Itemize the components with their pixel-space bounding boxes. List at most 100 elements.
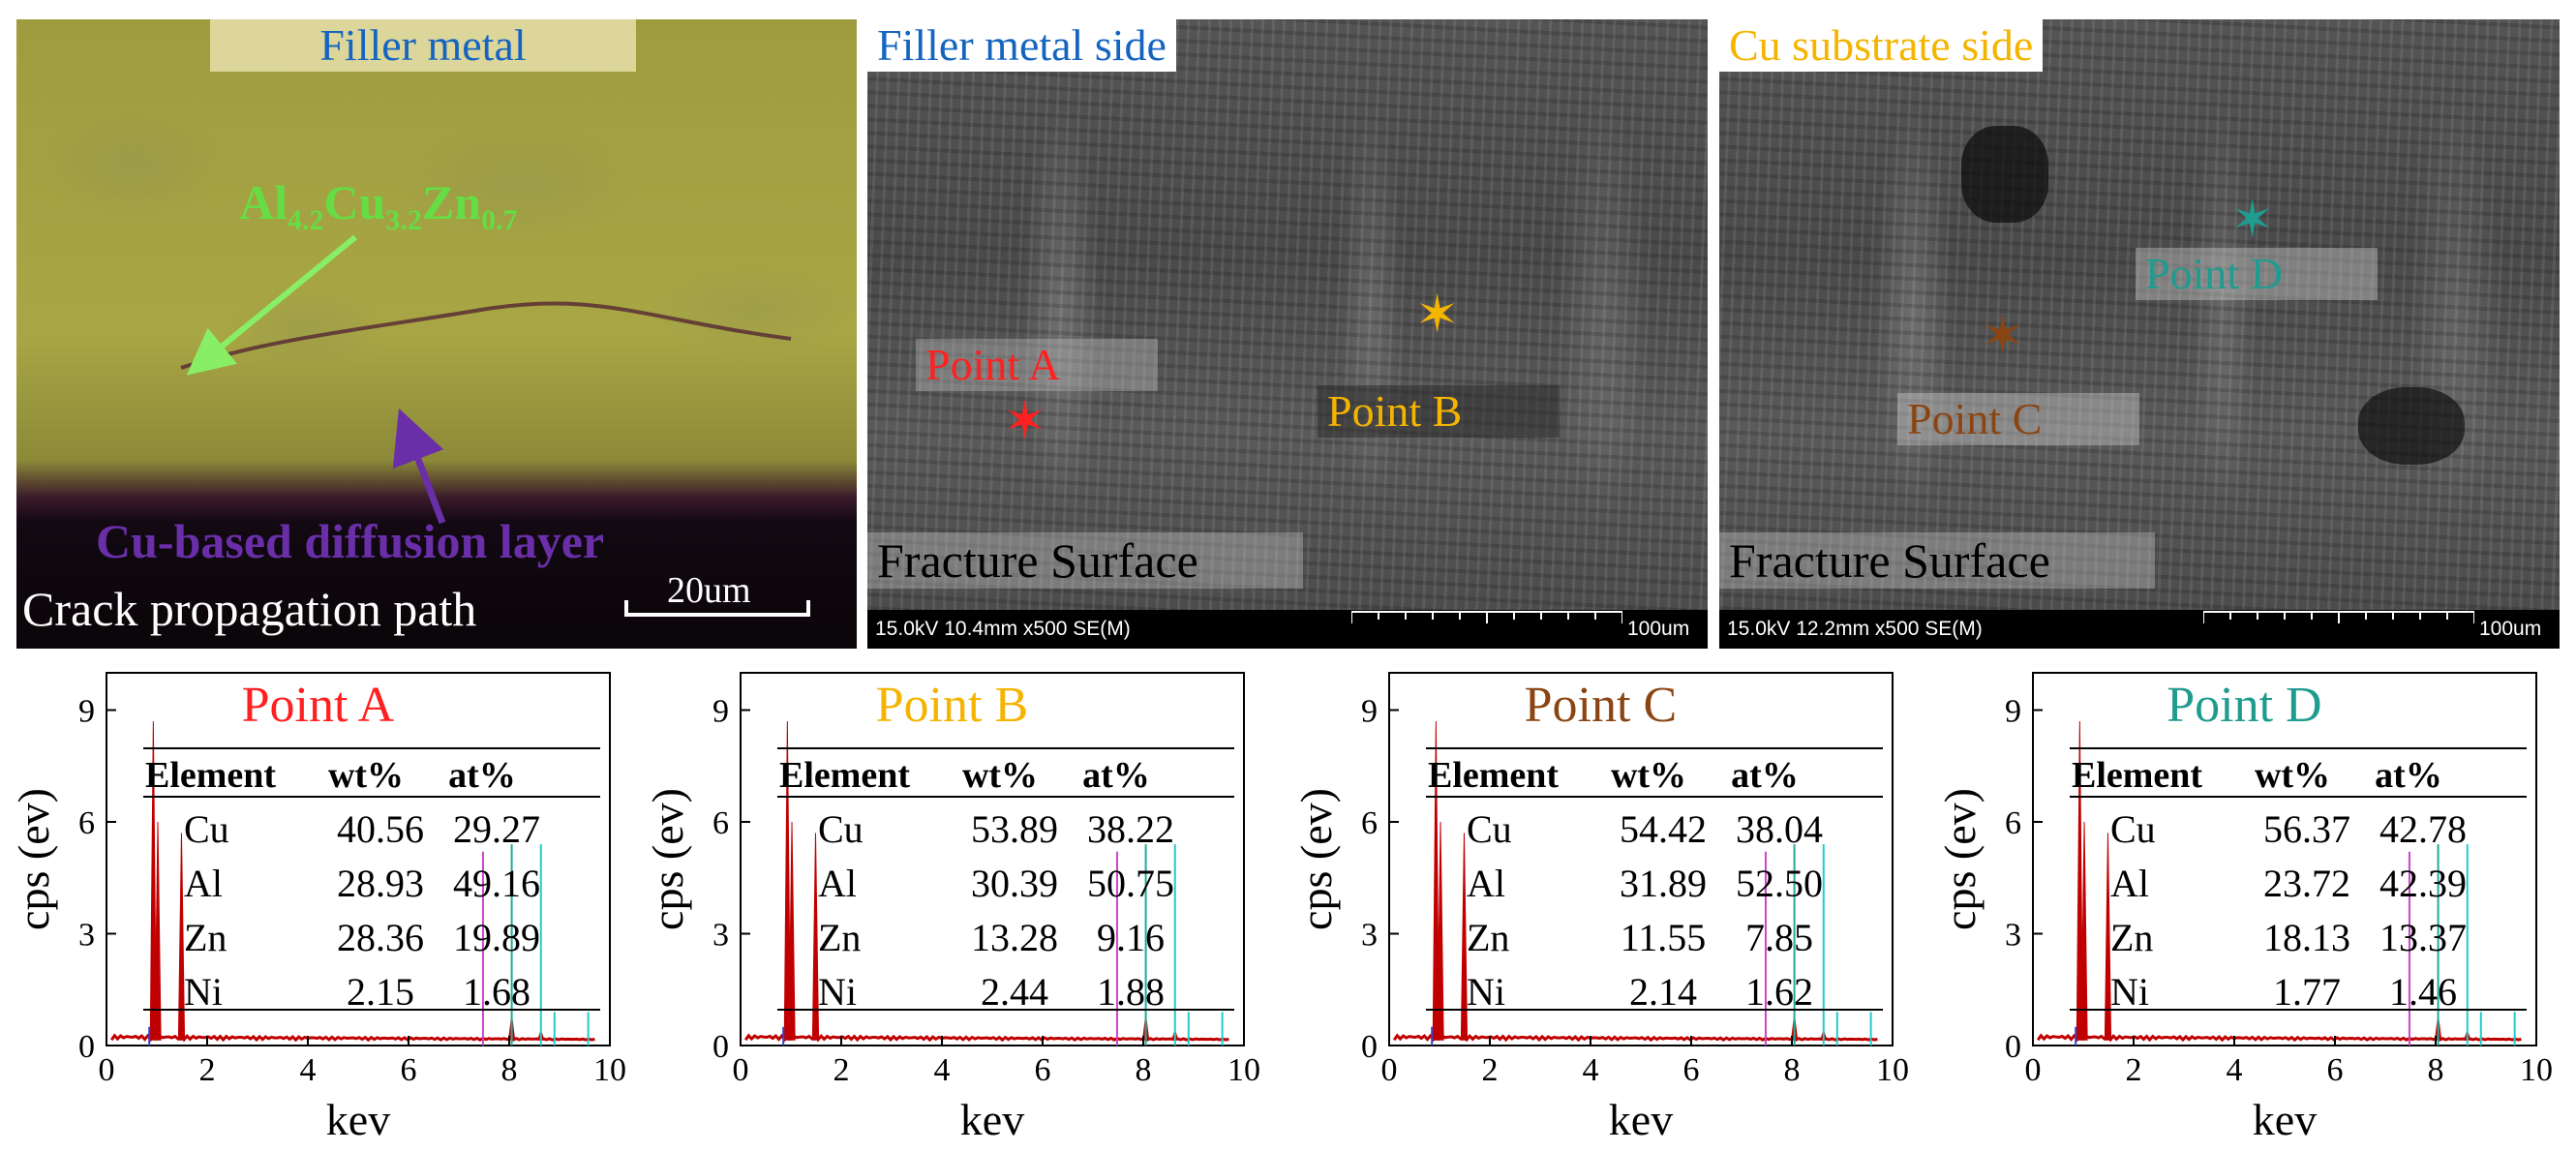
y-tick-label: 9: [78, 694, 95, 730]
table-cell: 2.44: [981, 970, 1048, 1014]
y-axis-label: cps (ev): [1291, 788, 1341, 930]
table-cell: 29.27: [453, 807, 540, 851]
x-axis-label: kev: [960, 1095, 1024, 1144]
point-title: Point B: [876, 678, 1029, 733]
table-cell: 1.46: [2389, 970, 2457, 1014]
sem-right-scale: 100um: [2479, 618, 2542, 640]
sem-texture: [867, 19, 1708, 610]
y-tick-label: 9: [712, 694, 729, 730]
table-cell: 7.85: [1745, 916, 1813, 959]
table-cell: Zn: [2110, 916, 2153, 959]
table-cell: Cu: [184, 807, 229, 851]
table-cell: Zn: [184, 916, 227, 959]
table-header: at%: [1082, 755, 1150, 796]
x-tick-label: 0: [1381, 1052, 1398, 1088]
x-tick-label: 6: [401, 1052, 417, 1088]
sem-left-infobar: 15.0kV 10.4mm x500 SE(M) 100um: [867, 610, 1708, 649]
spectrum-peak: [2076, 721, 2083, 1041]
table-cell: 42.39: [2379, 862, 2467, 905]
sem-right-surface: Fracture Surface: [1719, 532, 2155, 589]
sem-texture: [1719, 19, 2560, 610]
table-cell: 31.89: [1620, 862, 1707, 905]
y-tick-label: 6: [1361, 805, 1378, 841]
table-cell: Ni: [818, 970, 857, 1014]
scale-label: 20um: [667, 570, 751, 611]
y-tick-label: 6: [78, 805, 95, 841]
table-cell: Cu: [1467, 807, 1512, 851]
y-tick-label: 3: [1361, 918, 1378, 954]
sem-right-infobar: 15.0kV 12.2mm x500 SE(M) 100um: [1719, 610, 2560, 649]
table-header: at%: [448, 755, 516, 796]
table-cell: 52.50: [1736, 862, 1823, 905]
sem-left-scale-ticks: [1351, 611, 1622, 623]
spectrum-peak: [2080, 821, 2088, 1041]
phase-arrow: [186, 234, 357, 376]
table-cell: Al: [2110, 862, 2149, 905]
table-cell: Al: [1467, 862, 1505, 905]
table-header: wt%: [1611, 755, 1686, 796]
phase-cu: Cu: [323, 175, 386, 229]
x-tick-label: 0: [99, 1052, 115, 1088]
table-header: Element: [779, 755, 910, 796]
y-tick-label: 3: [712, 918, 729, 954]
diffusion-label: Cu-based diffusion layer: [96, 514, 605, 568]
point-a-label: Point A: [916, 339, 1158, 391]
x-tick-label: 10: [2520, 1052, 2553, 1088]
spectrum-peak: [1432, 721, 1440, 1041]
plot-frame: [106, 672, 611, 1046]
table-cell: 28.93: [337, 862, 424, 905]
plot-frame: [2032, 672, 2537, 1046]
table-cell: Ni: [1467, 970, 1505, 1014]
x-tick-label: 4: [300, 1052, 317, 1088]
point-c-marker: ✶: [1981, 307, 2025, 365]
phase-zn: Zn: [421, 175, 482, 229]
point-d-marker: ✶: [2230, 191, 2275, 249]
table-cell: 1.68: [463, 970, 530, 1014]
y-axis-label: cps (ev): [9, 788, 58, 930]
sem-left-title: Filler metal side: [867, 19, 1176, 72]
x-tick-label: 0: [2025, 1052, 2042, 1088]
table-header: wt%: [962, 755, 1038, 796]
y-tick-label: 9: [1361, 694, 1378, 730]
table-cell: Zn: [1467, 916, 1509, 959]
table-cell: Al: [818, 862, 857, 905]
table-header: wt%: [328, 755, 404, 796]
table-cell: 11.55: [1621, 916, 1707, 959]
spectrum-peak: [149, 721, 157, 1041]
phase-al: Al: [239, 175, 288, 229]
sem-substrate-side: Cu substrate side Point D ✶ Point C ✶ Fr…: [1719, 19, 2560, 649]
sem-filler-side: Filler metal side Point A ✶ Point B ✶ Fr…: [867, 19, 1708, 649]
table-cell: 28.36: [337, 916, 424, 959]
table-header: Element: [2072, 755, 2202, 796]
sem-right-scale-ticks: [2203, 611, 2474, 623]
spectrum-peak: [788, 821, 796, 1041]
point-title: Point A: [242, 678, 395, 733]
x-tick-label: 4: [934, 1052, 951, 1088]
table-cell: 40.56: [337, 807, 424, 851]
optical-title: Filler metal: [210, 19, 636, 72]
table-cell: 13.37: [2379, 916, 2467, 959]
x-axis-label: kev: [1609, 1095, 1673, 1144]
y-tick-label: 0: [712, 1029, 729, 1065]
phase-label: Al4.2Cu3.2Zn0.7: [239, 174, 518, 237]
x-tick-label: 4: [2227, 1052, 2243, 1088]
spectrum-peak: [811, 833, 820, 1041]
crack-path-label: Crack propagation path: [22, 582, 477, 636]
eds-panel: 0 3 6 9 0 2 4 6 8 10 kev cps (ev) Point A Element wt% a…: [9, 672, 626, 1144]
table-cell: 56.37: [2263, 807, 2350, 851]
table-cell: 1.62: [1745, 970, 1813, 1014]
sem-left-surface: Fracture Surface: [867, 532, 1303, 589]
x-tick-label: 10: [593, 1052, 626, 1088]
x-tick-label: 8: [1136, 1052, 1152, 1088]
y-axis-label: cps (ev): [643, 788, 692, 930]
sem-left-info: 15.0kV 10.4mm x500 SE(M): [875, 618, 1131, 640]
spectrum-peak: [2104, 833, 2112, 1041]
table-cell: 38.22: [1087, 807, 1174, 851]
phase-sub-zn: 0.7: [481, 204, 518, 236]
y-tick-label: 9: [2005, 694, 2021, 730]
x-axis-label: kev: [2253, 1095, 2317, 1144]
table-cell: 1.77: [2273, 970, 2341, 1014]
table-header: Element: [145, 755, 276, 796]
plot-frame: [740, 672, 1245, 1046]
y-tick-label: 6: [712, 805, 729, 841]
